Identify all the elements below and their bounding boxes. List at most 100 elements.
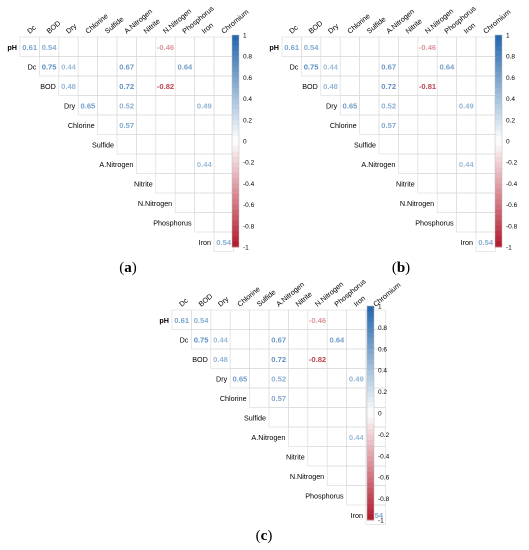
colorbar-tick-label: -0.6 xyxy=(378,475,390,482)
correlation-value: 0.61 xyxy=(174,316,190,325)
colorbar-segment xyxy=(495,167,502,174)
column-label: Iron xyxy=(462,21,477,36)
correlation-value: 0.49 xyxy=(197,101,212,110)
colorbar-segment xyxy=(495,50,502,57)
grid-cell xyxy=(77,36,98,57)
correlation-value: 0.49 xyxy=(349,374,364,383)
colorbar-tick-label: -1 xyxy=(378,518,384,525)
grid-cell xyxy=(307,387,328,408)
column-label: Iron xyxy=(352,294,367,309)
grid-cell xyxy=(456,134,477,155)
grid-cell xyxy=(136,114,157,135)
row-label: Dry xyxy=(64,101,76,110)
row-label: Dc xyxy=(180,335,189,344)
grid-cell xyxy=(475,153,496,174)
grid-cell xyxy=(288,426,309,447)
grid-cell xyxy=(229,309,250,330)
colorbar-tick-label: -0.6 xyxy=(506,202,518,209)
colorbar-segment xyxy=(367,477,374,483)
colorbar-segment xyxy=(495,93,502,99)
colorbar-segment xyxy=(367,359,374,366)
colorbar-tick-label: 0.8 xyxy=(378,325,387,332)
colorbar-tick-label: -0.2 xyxy=(378,432,390,439)
colorbar-segment xyxy=(232,66,239,73)
grid-cell xyxy=(417,56,438,77)
grid-cell xyxy=(475,212,496,233)
grid-cell xyxy=(359,36,380,57)
grid-cell xyxy=(475,75,496,96)
grid-cell xyxy=(436,114,457,135)
colorbar-segment xyxy=(367,364,374,371)
grid-cell xyxy=(213,192,234,213)
grid-cell xyxy=(194,192,215,213)
grid-cell xyxy=(213,56,234,77)
colorbar-segment xyxy=(232,209,239,216)
grid-cell xyxy=(417,95,438,116)
grid-cell xyxy=(97,36,118,57)
grid-cell xyxy=(417,114,438,135)
grid-cell xyxy=(213,212,234,233)
grid-cell xyxy=(213,75,234,96)
correlation-value: 0.65 xyxy=(343,101,359,110)
colorbar-segment xyxy=(495,135,502,142)
colorbar-segment xyxy=(495,236,502,243)
grid-cell xyxy=(417,153,438,174)
grid-cell xyxy=(97,114,118,135)
correlation-value: -0.82 xyxy=(157,82,174,91)
column-label: Iron xyxy=(200,21,215,36)
colorbar-segment xyxy=(367,391,374,398)
correlation-value: 0.48 xyxy=(213,355,228,364)
grid-cell xyxy=(155,173,176,194)
colorbar-segment xyxy=(367,413,374,419)
grid-cell xyxy=(174,173,195,194)
grid-cell xyxy=(436,192,457,213)
column-label: Chromium xyxy=(371,280,402,308)
colorbar-frame xyxy=(494,34,503,248)
row-label: Chlorine xyxy=(68,121,95,130)
colorbar-segment xyxy=(367,306,374,312)
grid-cell xyxy=(365,504,386,525)
colorbar-segment xyxy=(495,146,502,152)
colorbar-segment xyxy=(495,35,502,41)
correlation-value: 0.72 xyxy=(381,82,396,91)
grid-cell xyxy=(288,368,309,389)
colorbar-segment xyxy=(495,162,502,168)
grid-cell xyxy=(346,387,367,408)
column-label: BOD xyxy=(197,292,215,309)
grid-cell xyxy=(58,36,79,57)
grid-cell xyxy=(136,95,157,116)
colorbar-segment xyxy=(232,146,239,152)
colorbar-segment xyxy=(367,482,374,489)
row-label: A.Nitrogen xyxy=(361,160,395,169)
grid-cell xyxy=(417,134,438,155)
grid-cell xyxy=(326,446,347,467)
correlation-value: 0.57 xyxy=(119,121,134,130)
grid-cell xyxy=(174,75,195,96)
colorbar-tick-label: -0.4 xyxy=(378,453,390,460)
colorbar-segment xyxy=(232,225,239,232)
correlation-value: -0.46 xyxy=(157,43,174,52)
colorbar-segment xyxy=(495,125,502,131)
colorbar-segment xyxy=(495,204,502,211)
grid-cell xyxy=(326,387,347,408)
colorbar-segment xyxy=(367,493,374,499)
colorbar-tick-label: 0.4 xyxy=(506,96,515,103)
colorbar-tick-label: 1 xyxy=(506,33,510,40)
column-label: Dc xyxy=(177,296,190,309)
colorbar-tick-label: 0.6 xyxy=(506,75,515,82)
colorbar-tick-label: 0.2 xyxy=(243,117,252,124)
correlation-value: 0.75 xyxy=(194,335,210,344)
correlation-value: 0.48 xyxy=(323,82,338,91)
colorbar-tick-label: 0.8 xyxy=(243,54,252,61)
colorbar-segment xyxy=(232,119,239,126)
colorbar-segment xyxy=(232,82,239,89)
grid-cell xyxy=(359,56,380,77)
correlation-value: 0.44 xyxy=(459,160,475,169)
colorbar-segment xyxy=(495,194,502,200)
colorbar-segment xyxy=(232,220,239,227)
colorbar-segment xyxy=(367,311,374,318)
grid-cell xyxy=(346,329,367,350)
colorbar-segment xyxy=(495,178,502,184)
colorbar-tick-label: 0.8 xyxy=(506,54,515,61)
grid-cell xyxy=(326,407,347,428)
